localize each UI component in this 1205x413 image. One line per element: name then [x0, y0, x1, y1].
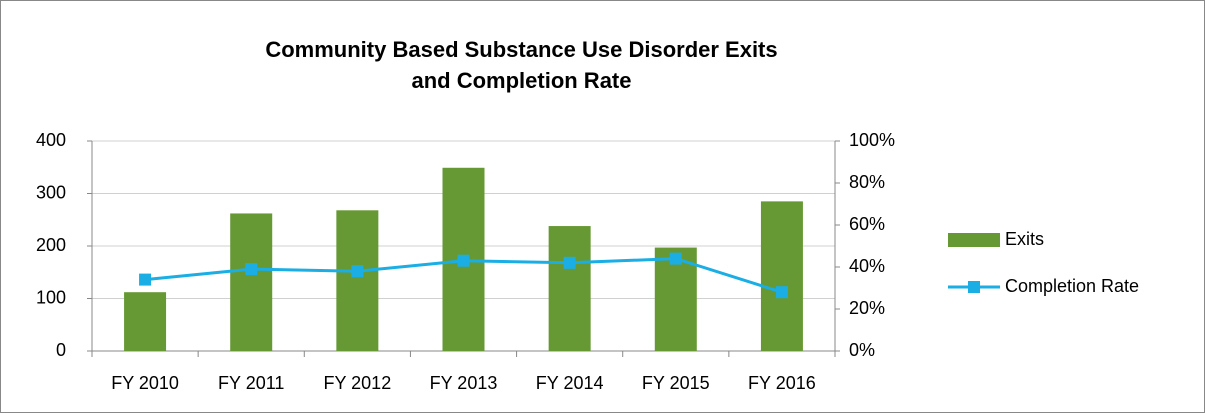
x-tick-label: FY 2015 [642, 373, 710, 393]
line-marker [139, 273, 152, 286]
y-tick-label: 300 [36, 182, 66, 202]
y2-tick-label: 80% [849, 172, 885, 192]
legend-marker [968, 281, 980, 293]
x-tick-label: FY 2014 [536, 373, 604, 393]
line-marker [775, 286, 788, 299]
line-marker [457, 254, 470, 267]
x-tick-label: FY 2010 [111, 373, 179, 393]
bar [654, 247, 697, 351]
y2-tick-label: 40% [849, 256, 885, 276]
y-tick-label: 400 [36, 130, 66, 150]
bar [336, 210, 379, 351]
line-marker [563, 256, 576, 269]
x-tick-label: FY 2012 [323, 373, 391, 393]
bar [124, 292, 167, 351]
y2-tick-label: 100% [849, 130, 895, 150]
line-marker [245, 263, 258, 276]
y2-tick-label: 20% [849, 298, 885, 318]
bar [230, 213, 273, 351]
line-marker [351, 265, 364, 278]
legend-label: Exits [1005, 229, 1044, 249]
y2-tick-label: 60% [849, 214, 885, 234]
line-marker [669, 252, 682, 265]
bar [548, 226, 591, 351]
x-tick-label: FY 2013 [430, 373, 498, 393]
legend-label: Completion Rate [1005, 276, 1139, 296]
x-tick-label: FY 2016 [748, 373, 816, 393]
y-tick-label: 200 [36, 235, 66, 255]
chart-title: Community Based Substance Use Disorder E… [265, 37, 778, 93]
y2-tick-label: 0% [849, 340, 875, 360]
y-tick-label: 0 [56, 340, 66, 360]
bar [760, 201, 803, 351]
y-tick-label: 100 [36, 287, 66, 307]
legend-swatch [948, 233, 1000, 247]
x-tick-label: FY 2011 [218, 373, 284, 393]
